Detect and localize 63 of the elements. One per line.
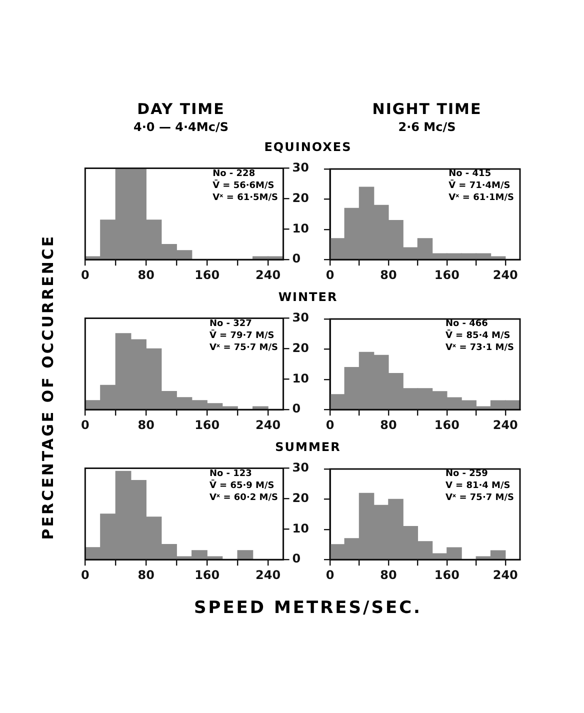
y-tick-label: 30 bbox=[292, 460, 310, 474]
annotation: No - 228 bbox=[212, 168, 256, 180]
annotation: V̄ = 56·6M/S bbox=[212, 180, 276, 192]
annotation: Vˣ = 75·7 M/S bbox=[445, 492, 514, 504]
x-tick-label: 160 bbox=[194, 268, 220, 282]
x-tick-label: 240 bbox=[256, 418, 281, 432]
annotation: No - 259 bbox=[445, 468, 489, 480]
annotation: Vˣ = 61·5M/S bbox=[212, 192, 278, 204]
x-tick-label: 240 bbox=[492, 268, 518, 282]
chart-subtitle: 4·0 — 4·4Mc/S bbox=[132, 120, 230, 134]
x-tick-label: 80 bbox=[138, 568, 154, 582]
x-tick-label: 80 bbox=[138, 268, 154, 282]
x-tick-label: 0 bbox=[80, 268, 90, 282]
x-tick-label: 160 bbox=[434, 568, 460, 582]
x-axis-title: SPEED METRES/SEC. bbox=[192, 598, 424, 618]
annotation: No - 327 bbox=[209, 318, 253, 330]
annotation: No - 466 bbox=[445, 318, 489, 330]
y-tick-label: 30 bbox=[292, 160, 310, 174]
annotation: No - 415 bbox=[448, 168, 492, 180]
x-tick-label: 0 bbox=[326, 268, 334, 282]
text: EQUINOXES bbox=[263, 140, 353, 154]
text: SUMMER bbox=[274, 440, 342, 454]
annotation: V̄ = 65·9 M/S bbox=[209, 480, 276, 492]
y-tick-label: 0 bbox=[292, 252, 301, 266]
chart-title: DAY TIME bbox=[136, 100, 226, 118]
x-tick-label: 80 bbox=[380, 418, 397, 432]
y-tick-label: 20 bbox=[292, 190, 310, 205]
x-tick-label: 0 bbox=[80, 418, 90, 432]
annotation: V̄ = 85·4 M/S bbox=[445, 330, 512, 342]
x-tick-label: 0 bbox=[326, 568, 334, 582]
x-tick-label: 160 bbox=[194, 418, 220, 432]
y-tick-label: 20 bbox=[292, 490, 310, 505]
x-tick-label: 240 bbox=[256, 568, 281, 582]
x-tick-label: 160 bbox=[434, 268, 460, 282]
x-tick-label: 160 bbox=[194, 568, 220, 582]
x-tick-label: 80 bbox=[380, 268, 397, 282]
annotation: V̄ = 71·4M/S bbox=[448, 180, 512, 192]
annotation: Vˣ = 61·1M/S bbox=[448, 192, 514, 204]
y-tick-label: 10 bbox=[292, 521, 310, 536]
x-tick-label: 0 bbox=[326, 418, 334, 432]
x-tick-label: 80 bbox=[138, 418, 154, 432]
chart-subtitle: 2·6 Mc/S bbox=[397, 120, 457, 134]
x-tick-label: 80 bbox=[380, 568, 397, 582]
x-tick-label: 160 bbox=[434, 418, 460, 432]
chart-title: NIGHT TIME bbox=[371, 100, 483, 118]
text: WINTER bbox=[277, 290, 339, 304]
y-tick-label: 20 bbox=[292, 340, 310, 355]
y-tick-label: 0 bbox=[292, 552, 301, 566]
x-tick-label: 240 bbox=[256, 268, 281, 282]
y-tick-label: 0 bbox=[292, 402, 301, 416]
y-axis-title: PERCENTAGE OF OCCURRENCE bbox=[39, 233, 57, 542]
annotation: V = 81·4 M/S bbox=[445, 480, 512, 492]
x-tick-label: 0 bbox=[80, 568, 90, 582]
annotation: No - 123 bbox=[209, 468, 253, 480]
annotation: Vˣ = 73·1 M/S bbox=[445, 342, 514, 354]
x-tick-label: 240 bbox=[492, 568, 518, 582]
y-tick-label: 10 bbox=[292, 371, 310, 386]
annotation: Vˣ = 75·7 M/S bbox=[209, 342, 278, 354]
y-tick-label: 30 bbox=[292, 310, 310, 324]
y-tick-label: 10 bbox=[292, 221, 310, 236]
annotation: Vˣ = 60·2 M/S bbox=[209, 492, 278, 504]
x-tick-label: 240 bbox=[492, 418, 518, 432]
annotation: V̄ = 79·7 M/S bbox=[209, 330, 276, 342]
